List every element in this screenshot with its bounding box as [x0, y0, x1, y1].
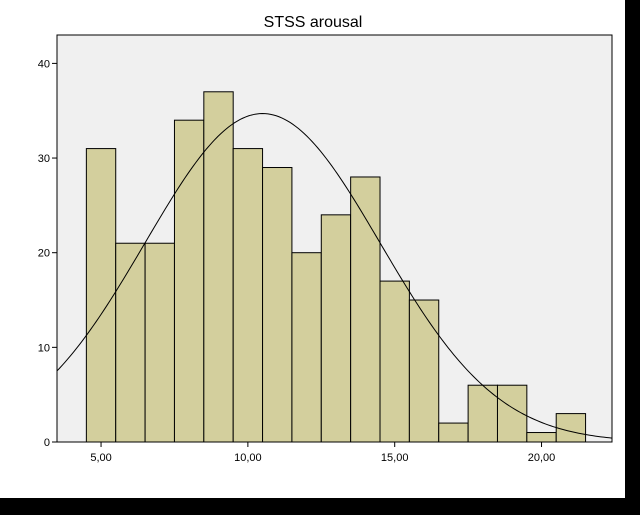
chart-canvas: STSS arousal 0 10 20 30 40 5,00 10,00 15,00 20,0…	[0, 0, 625, 498]
bars-layer	[85, 91, 587, 443]
axes-layer: 0 10 20 30 40 5,00 10,00 15,00 20,00	[38, 58, 556, 464]
histogram-bar	[85, 148, 117, 443]
histogram-chart: STSS arousal 0 10 20 30 40 5,00 10,00 15,00 20,0…	[38, 14, 613, 464]
histogram-bar	[438, 422, 469, 443]
chart-title: STSS arousal	[264, 14, 363, 31]
histogram-bar	[262, 167, 293, 443]
x-tick-label: 20,00	[528, 452, 556, 464]
normal-curve-line	[56, 113, 613, 439]
histogram-bar	[555, 413, 587, 443]
x-tick-label: 10,00	[234, 452, 262, 464]
y-tick-label: 10	[38, 342, 50, 354]
y-tick-label: 30	[38, 153, 50, 165]
histogram-bar	[232, 148, 264, 443]
x-tick-label: 15,00	[381, 452, 409, 464]
histogram-bar	[320, 214, 352, 443]
histogram-bar	[408, 299, 440, 443]
histogram-bar	[291, 252, 322, 443]
histogram-bar	[144, 242, 175, 443]
x-tick-label: 5,00	[90, 452, 111, 464]
histogram-bar	[203, 91, 234, 443]
y-tick-label: 0	[44, 437, 50, 449]
histogram-bar	[350, 176, 381, 443]
normal-curve-layer	[56, 113, 613, 439]
histogram-bar	[115, 242, 146, 443]
histogram-bar	[526, 432, 557, 443]
y-tick-label: 20	[38, 248, 50, 260]
histogram-bar	[379, 280, 410, 443]
y-tick-label: 40	[38, 58, 50, 70]
histogram-bar	[173, 119, 205, 443]
